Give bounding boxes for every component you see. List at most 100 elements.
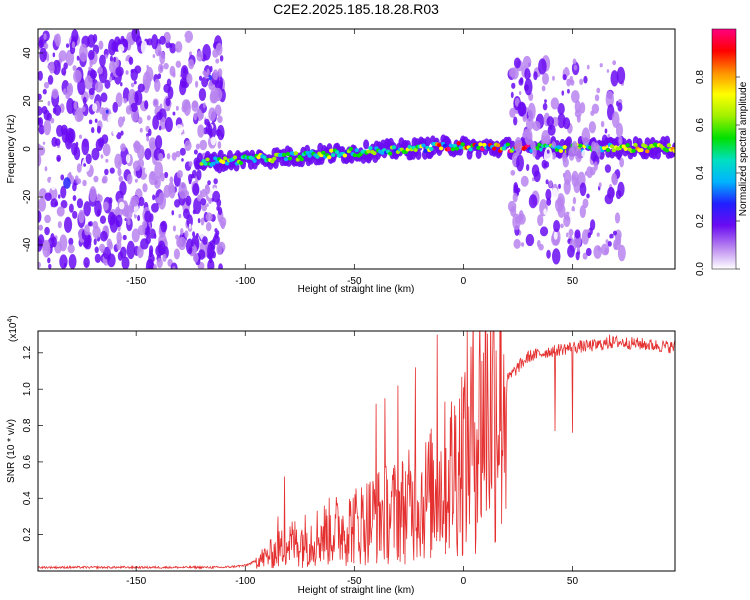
heatmap-cell [63,62,68,70]
heatmap-cell [210,136,217,146]
heatmap-cell [195,232,199,239]
heatmap-cell [594,94,600,102]
heatmap-cell [146,135,150,142]
heatmap-cell [572,58,577,65]
heatmap-cell [202,236,208,245]
heatmap-cell [201,76,209,88]
heatmap-cell [51,88,59,99]
heatmap-cell [105,109,109,114]
snr-series [38,331,675,570]
heatmap-panel: -150 -100 -50 0 50 -40 -20 0 20 40 Height of str… [6,28,676,295]
heatmap-cell [552,75,555,81]
heatmap-cell [193,112,198,121]
heatmap-cell [120,143,126,152]
heatmap-cell [59,254,68,269]
heatmap-cell [105,158,109,163]
heatmap-cell [76,55,80,61]
heatmap-cell [83,163,87,167]
heatmap-cell [546,197,552,206]
heatmap-cell [166,78,172,87]
heatmap-cell [178,213,182,219]
heatmap-cell [547,124,556,136]
snr-y-ticks: 0.2 0.4 0.6 0.8 1.0 1.2 [22,345,43,542]
heatmap-cell [196,108,202,118]
heatmap-cell [131,29,140,43]
heatmap-cell [43,42,49,50]
heatmap-cell [83,257,90,268]
y-tick-label: -20 [22,189,33,204]
heatmap-cell [582,252,588,260]
heatmap-cell [212,238,216,244]
heatmap-cell [121,256,130,269]
heatmap-cell [232,155,238,160]
heatmap-cell [567,244,575,258]
heatmap-cell [172,71,176,78]
snr-multiplier-prefix: (x10 [8,322,19,342]
heatmap-cell [212,69,219,81]
heatmap-cell [38,70,43,81]
heatmap-cell [91,147,100,161]
heatmap-cell [607,187,615,199]
y-tick-label: 40 [22,47,33,59]
colorbar-tick-label: 0.0 [695,262,706,276]
heatmap-cell [206,203,209,207]
heatmap-cell [128,88,137,107]
heatmap-cell [517,101,526,117]
heatmap-cell [57,221,62,229]
heatmap-cell [125,154,131,164]
heatmap-cell [557,102,565,115]
heatmap-cell [175,124,184,134]
snr-x-label: Height of straight line (km) [298,585,415,596]
heatmap-cell [117,167,122,177]
heatmap-cell [126,173,133,185]
heatmap-cell [38,261,41,269]
heatmap-cell [456,141,462,146]
heatmap-cell [664,148,670,153]
heatmap-cell [52,59,61,75]
heatmap-cell [413,147,418,152]
heatmap-cell [525,164,530,172]
heatmap-cell [558,148,564,153]
heatmap-cell [113,56,116,63]
colorbar-tick-label: 0.2 [695,214,706,228]
heatmap-cell [468,147,473,152]
heatmap-cell [587,232,592,239]
heatmap-cell [226,149,233,160]
heatmap-cell [579,102,586,114]
heatmap-cell [120,82,123,87]
heatmap-cell [645,149,650,154]
heatmap-cell [615,122,624,138]
heatmap-cell [192,183,200,196]
x-tick-label: 50 [567,276,579,287]
heatmap-cell [272,156,277,161]
heatmap-cell [591,141,597,153]
heatmap-cell [522,131,527,139]
heatmap-cell [73,101,78,110]
heatmap-cell [598,182,602,188]
heatmap-cell [202,44,211,61]
heatmap-cell [73,69,82,83]
heatmap-cell [590,110,595,116]
heatmap-cell [527,102,536,121]
heatmap-cell [142,71,152,90]
heatmap-cell [123,98,128,104]
heatmap-cell [563,214,571,228]
heatmap-cell [148,265,153,269]
heatmap-cell [605,147,611,152]
heatmap-cell [562,157,569,168]
heatmap-cell [133,203,139,216]
heatmap-cell [536,239,541,248]
heatmap-cell [137,215,141,222]
heatmap-cell [44,226,50,236]
heatmap-cell [158,152,164,162]
heatmap-cell [154,135,163,150]
heatmap-cell [158,125,162,131]
heatmap-cell [181,99,191,111]
heatmap-cell [166,153,171,160]
heatmap-cell [108,38,117,56]
colorbar-tick-label: 0.6 [695,118,706,132]
heatmap-cell [146,38,153,46]
heatmap-cell [513,116,518,126]
heatmap-cell [133,80,137,85]
heatmap-cell [224,161,230,166]
